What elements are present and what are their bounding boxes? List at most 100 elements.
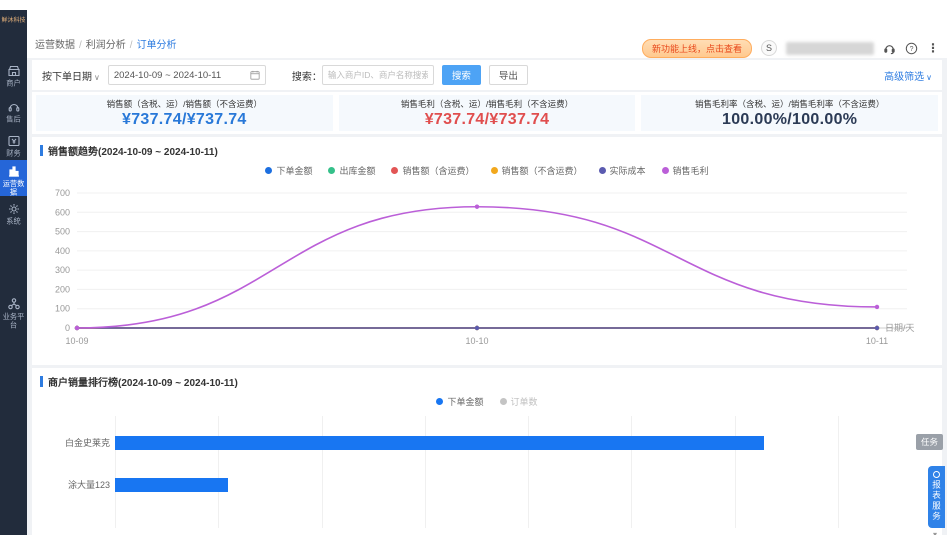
gridline: [321, 416, 323, 528]
sidebar-item-merchant[interactable]: 商户: [0, 60, 27, 88]
legend-label: 订单数: [510, 397, 538, 407]
sidebar-item-operations[interactable]: 运营数据: [0, 160, 27, 196]
x-axis-tick: 10-09: [65, 336, 88, 346]
sidebar-item-label: 业务平台: [2, 312, 25, 330]
sidebar-item-label: 财务: [6, 149, 21, 158]
sidebar-item-finance[interactable]: 财务: [0, 130, 27, 158]
bar-chart-legend: 下单金额 订单数: [32, 395, 942, 408]
legend-item-出库金额[interactable]: 出库金额: [328, 164, 375, 177]
chevron-down-icon: ∨: [94, 72, 100, 82]
stats-band: 销售额（含税、运）/销售额（不含运费） ¥737.74/¥737.74 销售毛利（含…: [32, 92, 942, 134]
data-point[interactable]: [874, 325, 880, 331]
user-name-redacted: [786, 41, 874, 55]
sidebar-item-aftersales[interactable]: 售后: [0, 96, 27, 124]
bar-chart-icon: [0, 164, 27, 178]
legend-label: 实际成本: [609, 166, 646, 176]
merchant-rank-title: 商户销量排行榜(2024-10-09 ~ 2024-10-11): [40, 374, 238, 389]
sidebar-item-business-platform[interactable]: 业务平台: [0, 293, 27, 330]
logo: 鲜沐科技: [1, 18, 26, 24]
sidebar-item-label: 商户: [6, 79, 21, 88]
service-tab[interactable]: 报表服务: [928, 466, 945, 528]
legend-item-订单数[interactable]: 订单数: [499, 395, 538, 408]
bar-涂大量123[interactable]: [115, 478, 228, 492]
data-point[interactable]: [474, 325, 480, 331]
topbar: 运营数据 / 利润分析 / 订单分析 新功能上线，点击查看 S ? ⋮: [27, 10, 947, 58]
breadcrumb-separator: /: [129, 40, 133, 51]
headset-icon: [0, 100, 27, 114]
gridline: [528, 416, 530, 528]
title-accent-bar: [40, 145, 43, 156]
line-chart-legend: 下单金额 出库金额 销售额（含运费） 销售额（不含运费） 实际成本 销售毛利: [32, 164, 942, 177]
legend-label: 下单金额: [447, 397, 484, 407]
legend-item-销售额（含运费）[interactable]: 销售额（含运费）: [391, 164, 475, 177]
x-axis-label: 日期/天: [885, 323, 915, 333]
merchant-rank-chart[interactable]: 白金史莱克 涂大量123: [32, 416, 942, 528]
data-point[interactable]: [74, 325, 80, 331]
y-axis-tick: 700: [55, 188, 70, 198]
legend-dot: [661, 167, 669, 174]
date-range-picker[interactable]: 2024-10-09 ~ 2024-10-11: [107, 65, 266, 85]
series-line-销售毛利[interactable]: [76, 205, 878, 329]
sidebar-item-label: 系统: [6, 217, 21, 226]
collapse-arrow-icon[interactable]: ▾: [933, 530, 938, 535]
legend-item-下单金额[interactable]: 下单金额: [436, 395, 484, 408]
service-tab-label: 报表服务: [931, 480, 942, 522]
support-icon[interactable]: [883, 42, 896, 55]
legend-dot: [436, 398, 444, 405]
filter-bar: 按下单日期∨ 2024-10-09 ~ 2024-10-11 搜索： 搜索 导出…: [32, 60, 942, 90]
legend-item-销售毛利[interactable]: 销售毛利: [661, 164, 709, 177]
legend-dot: [598, 167, 606, 174]
legend-dot: [328, 167, 336, 174]
bar-白金史莱克[interactable]: [115, 436, 765, 450]
chevron-down-icon: ∨: [926, 72, 932, 82]
stat-block-0: 销售额（含税、运）/销售额（不含运费） ¥737.74/¥737.74: [36, 95, 333, 131]
advanced-filter-link[interactable]: 高级筛选 ∨: [884, 71, 932, 83]
data-point[interactable]: [474, 204, 480, 209]
gridline: [424, 416, 426, 528]
avatar[interactable]: S: [761, 40, 777, 56]
x-axis-tick: 10-10: [465, 336, 488, 346]
y-axis-tick: 0: [65, 323, 70, 333]
bar-category-label: 白金史莱克: [64, 438, 110, 448]
gridline: [734, 416, 736, 528]
breadcrumb-item-1[interactable]: 利润分析: [85, 40, 126, 51]
stat-value: ¥737.74/¥737.74: [122, 111, 247, 128]
legend-label: 销售额（不含运费）: [501, 166, 583, 176]
legend-dot: [499, 398, 507, 405]
data-point[interactable]: [874, 304, 880, 310]
svg-text:?: ?: [910, 45, 914, 52]
gear-icon: [0, 202, 27, 216]
y-axis-tick: 400: [55, 246, 70, 256]
legend-item-实际成本[interactable]: 实际成本: [598, 164, 646, 177]
legend-label: 下单金额: [276, 166, 313, 176]
stat-value: ¥737.74/¥737.74: [424, 111, 550, 128]
sidebar-item-system[interactable]: 系统: [0, 198, 27, 226]
more-icon[interactable]: ⋮: [927, 41, 939, 55]
breadcrumb-item-0[interactable]: 运营数据: [35, 40, 75, 51]
search-button[interactable]: 搜索: [441, 65, 481, 85]
legend-item-销售额（不含运费）[interactable]: 销售额（不含运费）: [490, 164, 583, 177]
task-badge[interactable]: 任务: [916, 434, 944, 450]
search-label: 搜索：: [291, 71, 322, 83]
legend-item-下单金额[interactable]: 下单金额: [265, 164, 312, 177]
gridline: [838, 416, 839, 528]
export-button[interactable]: 导出: [488, 65, 528, 85]
help-icon[interactable]: ?: [905, 42, 918, 55]
gridline: [115, 416, 116, 528]
breadcrumb-separator: /: [79, 40, 82, 51]
stat-label: 销售毛利（含税、运）/销售毛利（不含运费）: [400, 99, 574, 109]
sales-trend-chart[interactable]: 0 100 200 300 400 500 600 700 10-09 10-10 10-11 日期/…: [32, 183, 942, 361]
date-type-dropdown[interactable]: 按下单日期 ∨: [42, 71, 100, 83]
app-window: 鲜沐科技 商户 售后 财务 运营数据 系统 业务平台 运营数据 / 利润分析 / 订单分析 新功能…: [0, 10, 947, 535]
date-range-value: 2024-10-09 ~ 2024-10-11: [113, 69, 222, 81]
stat-block-1: 销售毛利（含税、运）/销售毛利（不含运费） ¥737.74/¥737.74: [338, 95, 636, 131]
legend-label: 出库金额: [339, 166, 376, 176]
search-input[interactable]: [321, 65, 434, 85]
y-axis-tick: 600: [55, 207, 70, 217]
promo-badge[interactable]: 新功能上线，点击查看: [641, 38, 752, 58]
sidebar: 鲜沐科技 商户售后财务运营数据系统业务平台: [0, 10, 27, 535]
breadcrumb-item-2[interactable]: 订单分析: [136, 40, 177, 51]
legend-dot: [391, 167, 399, 174]
calendar-icon: [250, 70, 260, 80]
merchant-rank-card: 商户销量排行榜(2024-10-09 ~ 2024-10-11) 下单金额 订单数…: [32, 368, 942, 535]
